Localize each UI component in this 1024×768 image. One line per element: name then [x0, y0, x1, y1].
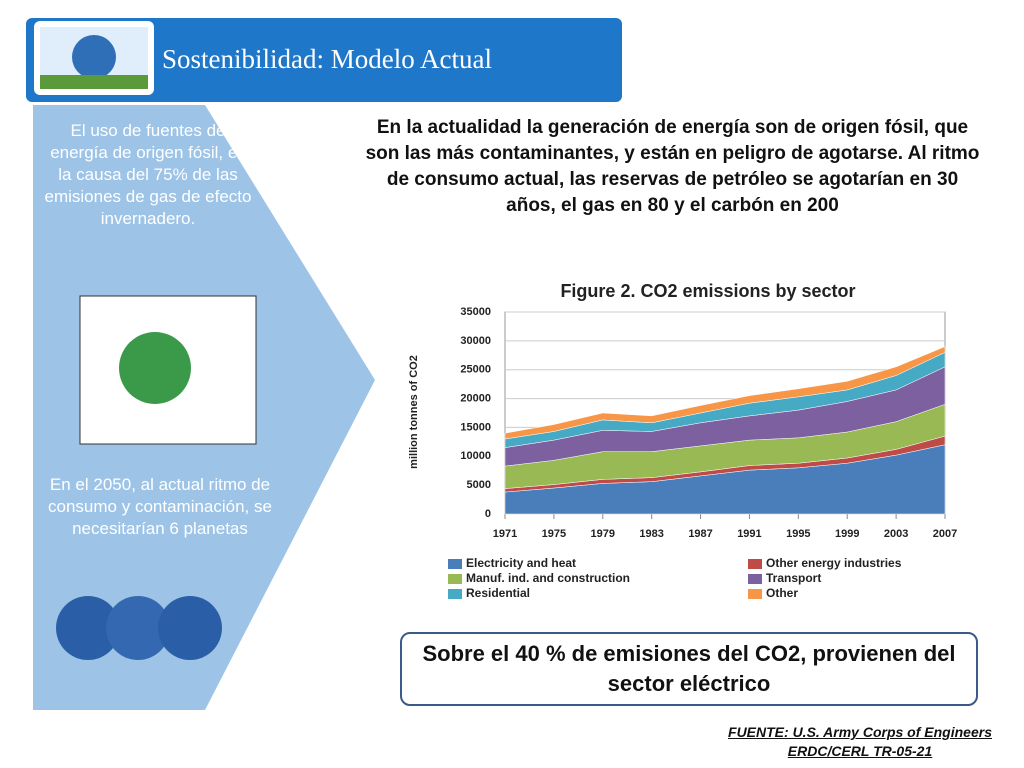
y-tick-label: 20000	[460, 392, 491, 404]
y-tick-label: 10000	[460, 450, 491, 462]
legend-label: Manuf. ind. and construction	[466, 571, 630, 585]
x-tick-label: 2003	[884, 528, 908, 540]
x-tick-label: 1979	[591, 528, 615, 540]
y-axis-label: million tonnes of CO2	[408, 355, 420, 469]
legend-label: Residential	[466, 586, 530, 600]
header-image	[34, 21, 154, 95]
legend-swatch	[448, 559, 462, 569]
source: FUENTE: U.S. Army Corps of Engineers ERDC…	[700, 723, 1020, 761]
header-bar	[26, 18, 622, 102]
legend-swatch	[748, 574, 762, 584]
x-tick-label: 1983	[639, 528, 663, 540]
y-tick-label: 35000	[460, 306, 491, 318]
callout: Sobre el 40 % de emisiones del CO2, prov…	[400, 632, 978, 706]
y-tick-label: 0	[485, 508, 491, 520]
globe	[56, 596, 120, 660]
legend-label: Other	[766, 586, 798, 600]
legend-swatch	[748, 559, 762, 569]
side-text: En el 2050, al actual ritmo de consumo y…	[48, 475, 272, 538]
legend-label: Electricity and heat	[466, 556, 576, 570]
x-tick-label: 1971	[493, 528, 517, 540]
y-tick-label: 5000	[467, 479, 491, 491]
x-tick-label: 1995	[786, 528, 810, 540]
x-tick-label: 1987	[688, 528, 712, 540]
legend-swatch	[448, 574, 462, 584]
x-tick-label: 1975	[542, 528, 566, 540]
x-tick-label: 2007	[933, 528, 957, 540]
source-line: ERDC/CERL TR-05-21	[787, 743, 933, 759]
globe	[158, 596, 222, 660]
chart-title: Figure 2. CO2 emissions by sector	[560, 281, 855, 301]
x-tick-label: 1991	[737, 528, 761, 540]
globe	[119, 332, 191, 404]
legend-swatch	[448, 589, 462, 599]
y-tick-label: 25000	[460, 364, 491, 376]
main-text: En la actualidad la generación de energí…	[365, 117, 980, 216]
legend-swatch	[748, 589, 762, 599]
globe	[106, 596, 170, 660]
legend-label: Other energy industries	[766, 556, 902, 570]
area	[504, 346, 946, 440]
header-title: Sostenibilidad: Modelo Actual	[162, 44, 492, 74]
y-tick-label: 30000	[460, 335, 491, 347]
y-tick-label: 15000	[460, 421, 491, 433]
photo-frame	[79, 295, 257, 445]
source-line: FUENTE: U.S. Army Corps of Engineers	[728, 724, 992, 740]
legend-label: Transport	[766, 571, 821, 585]
chart: Figure 2. CO2 emissions by sector millio…	[408, 281, 957, 600]
x-tick-label: 1999	[835, 528, 859, 540]
side-text: El uso de fuentes de energía de origen f…	[44, 121, 252, 228]
